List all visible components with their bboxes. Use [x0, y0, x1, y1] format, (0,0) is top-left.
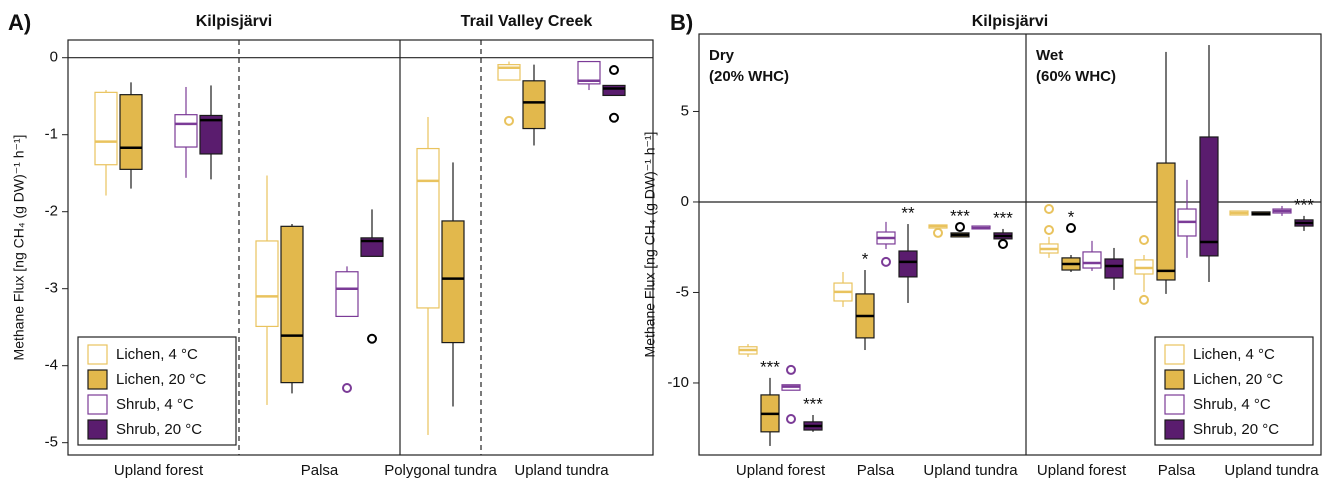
significance-label: *	[862, 250, 869, 269]
legend-label: Shrub, 20 °C	[116, 421, 202, 438]
legend-swatch	[1164, 419, 1185, 440]
legend-label: Shrub, 4 °C	[1193, 396, 1271, 413]
y-tick-label: -4	[45, 357, 58, 374]
x-tick-label: Upland tundra	[514, 462, 609, 479]
legend-label: Shrub, 20 °C	[1193, 421, 1279, 438]
outlier	[881, 256, 891, 267]
outlier	[609, 112, 619, 123]
facet-title: Trail Valley Creek	[461, 13, 593, 30]
legend-label: Lichen, 20 °C	[1193, 371, 1283, 388]
legend-swatch	[87, 369, 108, 390]
x-tick-label: Palsa	[301, 462, 339, 479]
x-tick-label: Palsa	[857, 462, 895, 479]
significance-label: ***	[760, 357, 780, 376]
facet-title: Wet	[1036, 47, 1063, 64]
box	[1199, 136, 1219, 257]
y-tick-label: -3	[45, 280, 58, 297]
outlier	[955, 221, 965, 232]
legend-label: Lichen, 4 °C	[116, 346, 198, 363]
box	[1104, 258, 1124, 279]
box	[94, 91, 118, 166]
legend-label: Shrub, 4 °C	[116, 396, 194, 413]
box	[602, 84, 626, 97]
x-tick-label: Upland forest	[1037, 462, 1127, 479]
facet-title: Dry	[709, 47, 735, 64]
significance-label: ***	[993, 208, 1013, 227]
outlier	[998, 238, 1008, 249]
y-tick-label: -5	[676, 283, 689, 300]
box	[360, 237, 384, 257]
box	[416, 147, 440, 309]
y-tick-label: -10	[667, 374, 689, 391]
significance-label: ***	[1294, 195, 1314, 214]
y-tick-label: -2	[45, 203, 58, 220]
box	[1082, 251, 1102, 269]
y-tick-label: -1	[45, 126, 58, 143]
outlier	[1139, 234, 1149, 245]
y-tick-label: -5	[45, 434, 58, 451]
legend-swatch	[1164, 344, 1185, 365]
outlier	[933, 227, 943, 238]
outlier	[786, 413, 796, 424]
box	[255, 240, 279, 328]
legend-swatch	[87, 394, 108, 415]
y-axis-label: Methane Flux [ng CH₄ (g DW)⁻¹ h⁻¹]	[11, 135, 27, 361]
outlier	[367, 333, 377, 344]
panel-label: A)	[8, 10, 31, 35]
legend-label: Lichen, 20 °C	[116, 371, 206, 388]
y-tick-label: 0	[50, 49, 58, 66]
box	[119, 94, 143, 170]
box	[577, 60, 601, 85]
legend-label: Lichen, 4 °C	[1193, 346, 1275, 363]
significance-label: ***	[803, 394, 823, 413]
plot-frame	[67, 39, 654, 456]
box	[898, 250, 918, 278]
outlier	[786, 364, 796, 375]
significance-label: **	[901, 204, 915, 223]
facet-subtitle: (20% WHC)	[709, 68, 789, 85]
x-tick-label: Upland tundra	[923, 462, 1018, 479]
legend-swatch	[1164, 394, 1185, 415]
y-tick-label: 5	[681, 102, 689, 119]
box	[174, 114, 198, 148]
outlier	[1044, 225, 1054, 236]
y-axis-label: Methane Flux [ng CH₄ (g DW)⁻¹ h⁻¹]	[642, 132, 658, 358]
outlier	[1139, 294, 1149, 305]
chart-title: Kilpisjärvi	[972, 13, 1048, 30]
x-tick-label: Upland tundra	[1224, 462, 1319, 479]
box	[441, 220, 465, 344]
legend-swatch	[87, 344, 108, 365]
legend-swatch	[87, 419, 108, 440]
box	[280, 225, 304, 384]
x-tick-label: Polygonal tundra	[384, 462, 497, 479]
x-tick-label: Upland forest	[736, 462, 826, 479]
box	[335, 271, 359, 318]
box	[522, 80, 546, 130]
x-tick-label: Palsa	[1158, 462, 1196, 479]
outlier	[342, 383, 352, 394]
facet-subtitle: (60% WHC)	[1036, 68, 1116, 85]
x-tick-label: Upland forest	[114, 462, 204, 479]
significance-label: ***	[950, 206, 970, 225]
legend-swatch	[1164, 369, 1185, 390]
outlier	[1044, 204, 1054, 215]
facet-title: Kilpisjärvi	[196, 13, 272, 30]
outlier	[609, 65, 619, 76]
plot-frame	[698, 33, 1322, 456]
outlier	[504, 115, 514, 126]
box	[199, 114, 223, 155]
significance-label: *	[1068, 208, 1075, 227]
box	[1156, 162, 1176, 281]
panel-label: B)	[670, 10, 693, 35]
y-tick-label: 0	[681, 193, 689, 210]
outlier	[1066, 223, 1076, 234]
